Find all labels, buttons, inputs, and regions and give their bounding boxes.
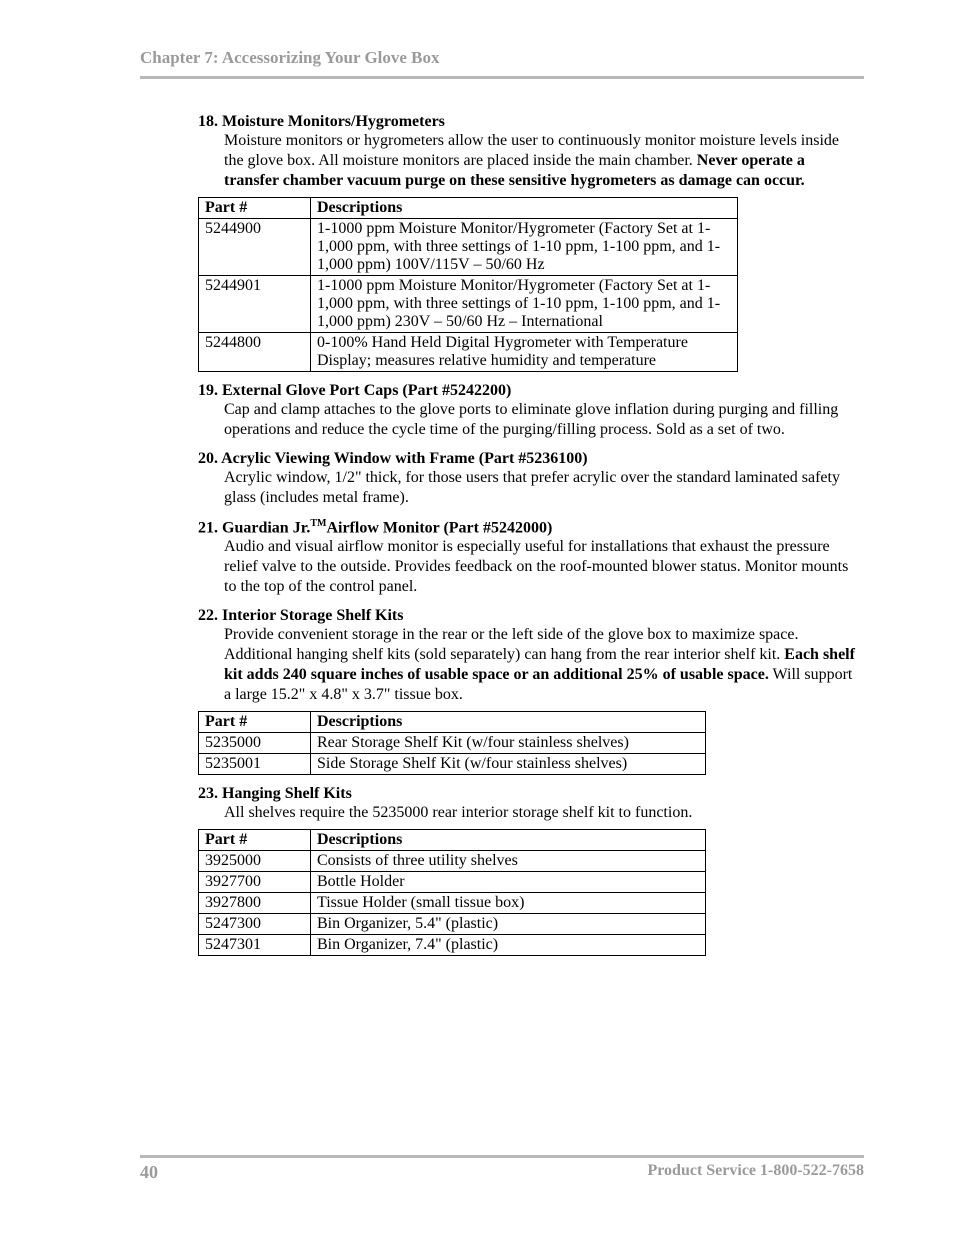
table-cell: Bin Organizer, 5.4" (plastic) [311,914,706,935]
table-row: 52449001-1000 ppm Moisture Monitor/Hygro… [199,219,738,276]
table-header: Descriptions [311,830,706,851]
parts-table: Part #Descriptions5235000Rear Storage Sh… [198,711,706,775]
accessory-item: 18. Moisture Monitors/HygrometersMoistur… [198,113,858,372]
table-cell: 1-1000 ppm Moisture Monitor/Hygrometer (… [311,276,738,333]
body-text: All shelves require the 5235000 rear int… [224,804,692,821]
table-cell: 1-1000 ppm Moisture Monitor/Hygrometer (… [311,219,738,276]
table-row: 5235001Side Storage Shelf Kit (w/four st… [199,754,706,775]
accessory-item: 23. Hanging Shelf KitsAll shelves requir… [198,785,858,956]
page-number: 40 [140,1162,158,1183]
item-heading: 23. Hanging Shelf Kits [224,785,858,803]
table-row: 5235000Rear Storage Shelf Kit (w/four st… [199,733,706,754]
table-cell: 5235001 [199,754,311,775]
page-content: 18. Moisture Monitors/HygrometersMoistur… [198,113,858,956]
item-body: Acrylic window, 1/2" thick, for those us… [224,468,858,508]
accessory-item: 22. Interior Storage Shelf KitsProvide c… [198,607,858,775]
header-rule [140,76,864,79]
table-row: 5247301Bin Organizer, 7.4" (plastic) [199,935,706,956]
item-heading: 22. Interior Storage Shelf Kits [224,607,858,625]
trademark-sup: TM [310,518,326,529]
table-cell: Tissue Holder (small tissue box) [311,893,706,914]
table-header: Descriptions [311,712,706,733]
table-row: 52449011-1000 ppm Moisture Monitor/Hygro… [199,276,738,333]
table-cell: 5247301 [199,935,311,956]
item-body: All shelves require the 5235000 rear int… [224,803,858,823]
table-cell: 3927800 [199,893,311,914]
table-row: 3925000Consists of three utility shelves [199,851,706,872]
parts-table: Part #Descriptions52449001-1000 ppm Mois… [198,197,738,372]
item-body: Moisture monitors or hygrometers allow t… [224,131,858,191]
table-cell: 0-100% Hand Held Digital Hygrometer with… [311,333,738,372]
table-cell: 3927700 [199,872,311,893]
item-body: Provide convenient storage in the rear o… [224,625,858,705]
accessory-item: 20. Acrylic Viewing Window with Frame (P… [198,450,858,508]
page-footer: 40 Product Service 1-800-522-7658 [90,1155,864,1183]
table-header: Part # [199,198,311,219]
accessory-item: 19. External Glove Port Caps (Part #5242… [198,382,858,440]
body-text: Audio and visual airflow monitor is espe… [224,538,848,595]
item-heading: 21. Guardian Jr.TMAirflow Monitor (Part … [224,518,858,537]
body-text: Provide convenient storage in the rear o… [224,626,798,663]
table-cell: Bin Organizer, 7.4" (plastic) [311,935,706,956]
table-row: 5247300Bin Organizer, 5.4" (plastic) [199,914,706,935]
item-heading: 18. Moisture Monitors/Hygrometers [224,113,858,131]
table-cell: 5244900 [199,219,311,276]
page-header: Chapter 7: Accessorizing Your Glove Box [140,48,864,76]
table-header: Part # [199,712,311,733]
table-header: Part # [199,830,311,851]
item-body: Audio and visual airflow monitor is espe… [224,537,858,597]
item-body: Cap and clamp attaches to the glove port… [224,400,858,440]
table-row: 52448000-100% Hand Held Digital Hygromet… [199,333,738,372]
table-cell: 3925000 [199,851,311,872]
accessory-item: 21. Guardian Jr.TMAirflow Monitor (Part … [198,518,858,597]
table-cell: 5244901 [199,276,311,333]
table-cell: 5244800 [199,333,311,372]
body-text: Cap and clamp attaches to the glove port… [224,401,838,438]
table-cell: Consists of three utility shelves [311,851,706,872]
table-cell: Bottle Holder [311,872,706,893]
table-row: 3927700Bottle Holder [199,872,706,893]
table-header: Descriptions [311,198,738,219]
table-cell: 5235000 [199,733,311,754]
parts-table: Part #Descriptions3925000Consists of thr… [198,829,706,956]
item-heading: 20. Acrylic Viewing Window with Frame (P… [224,450,858,468]
footer-rule [140,1155,864,1158]
chapter-title: Chapter 7: Accessorizing Your Glove Box [140,48,440,67]
table-row: 3927800Tissue Holder (small tissue box) [199,893,706,914]
table-cell: Rear Storage Shelf Kit (w/four stainless… [311,733,706,754]
service-phone: Product Service 1-800-522-7658 [647,1162,864,1183]
item-heading: 19. External Glove Port Caps (Part #5242… [224,382,858,400]
body-text: Acrylic window, 1/2" thick, for those us… [224,469,840,506]
table-cell: Side Storage Shelf Kit (w/four stainless… [311,754,706,775]
table-cell: 5247300 [199,914,311,935]
